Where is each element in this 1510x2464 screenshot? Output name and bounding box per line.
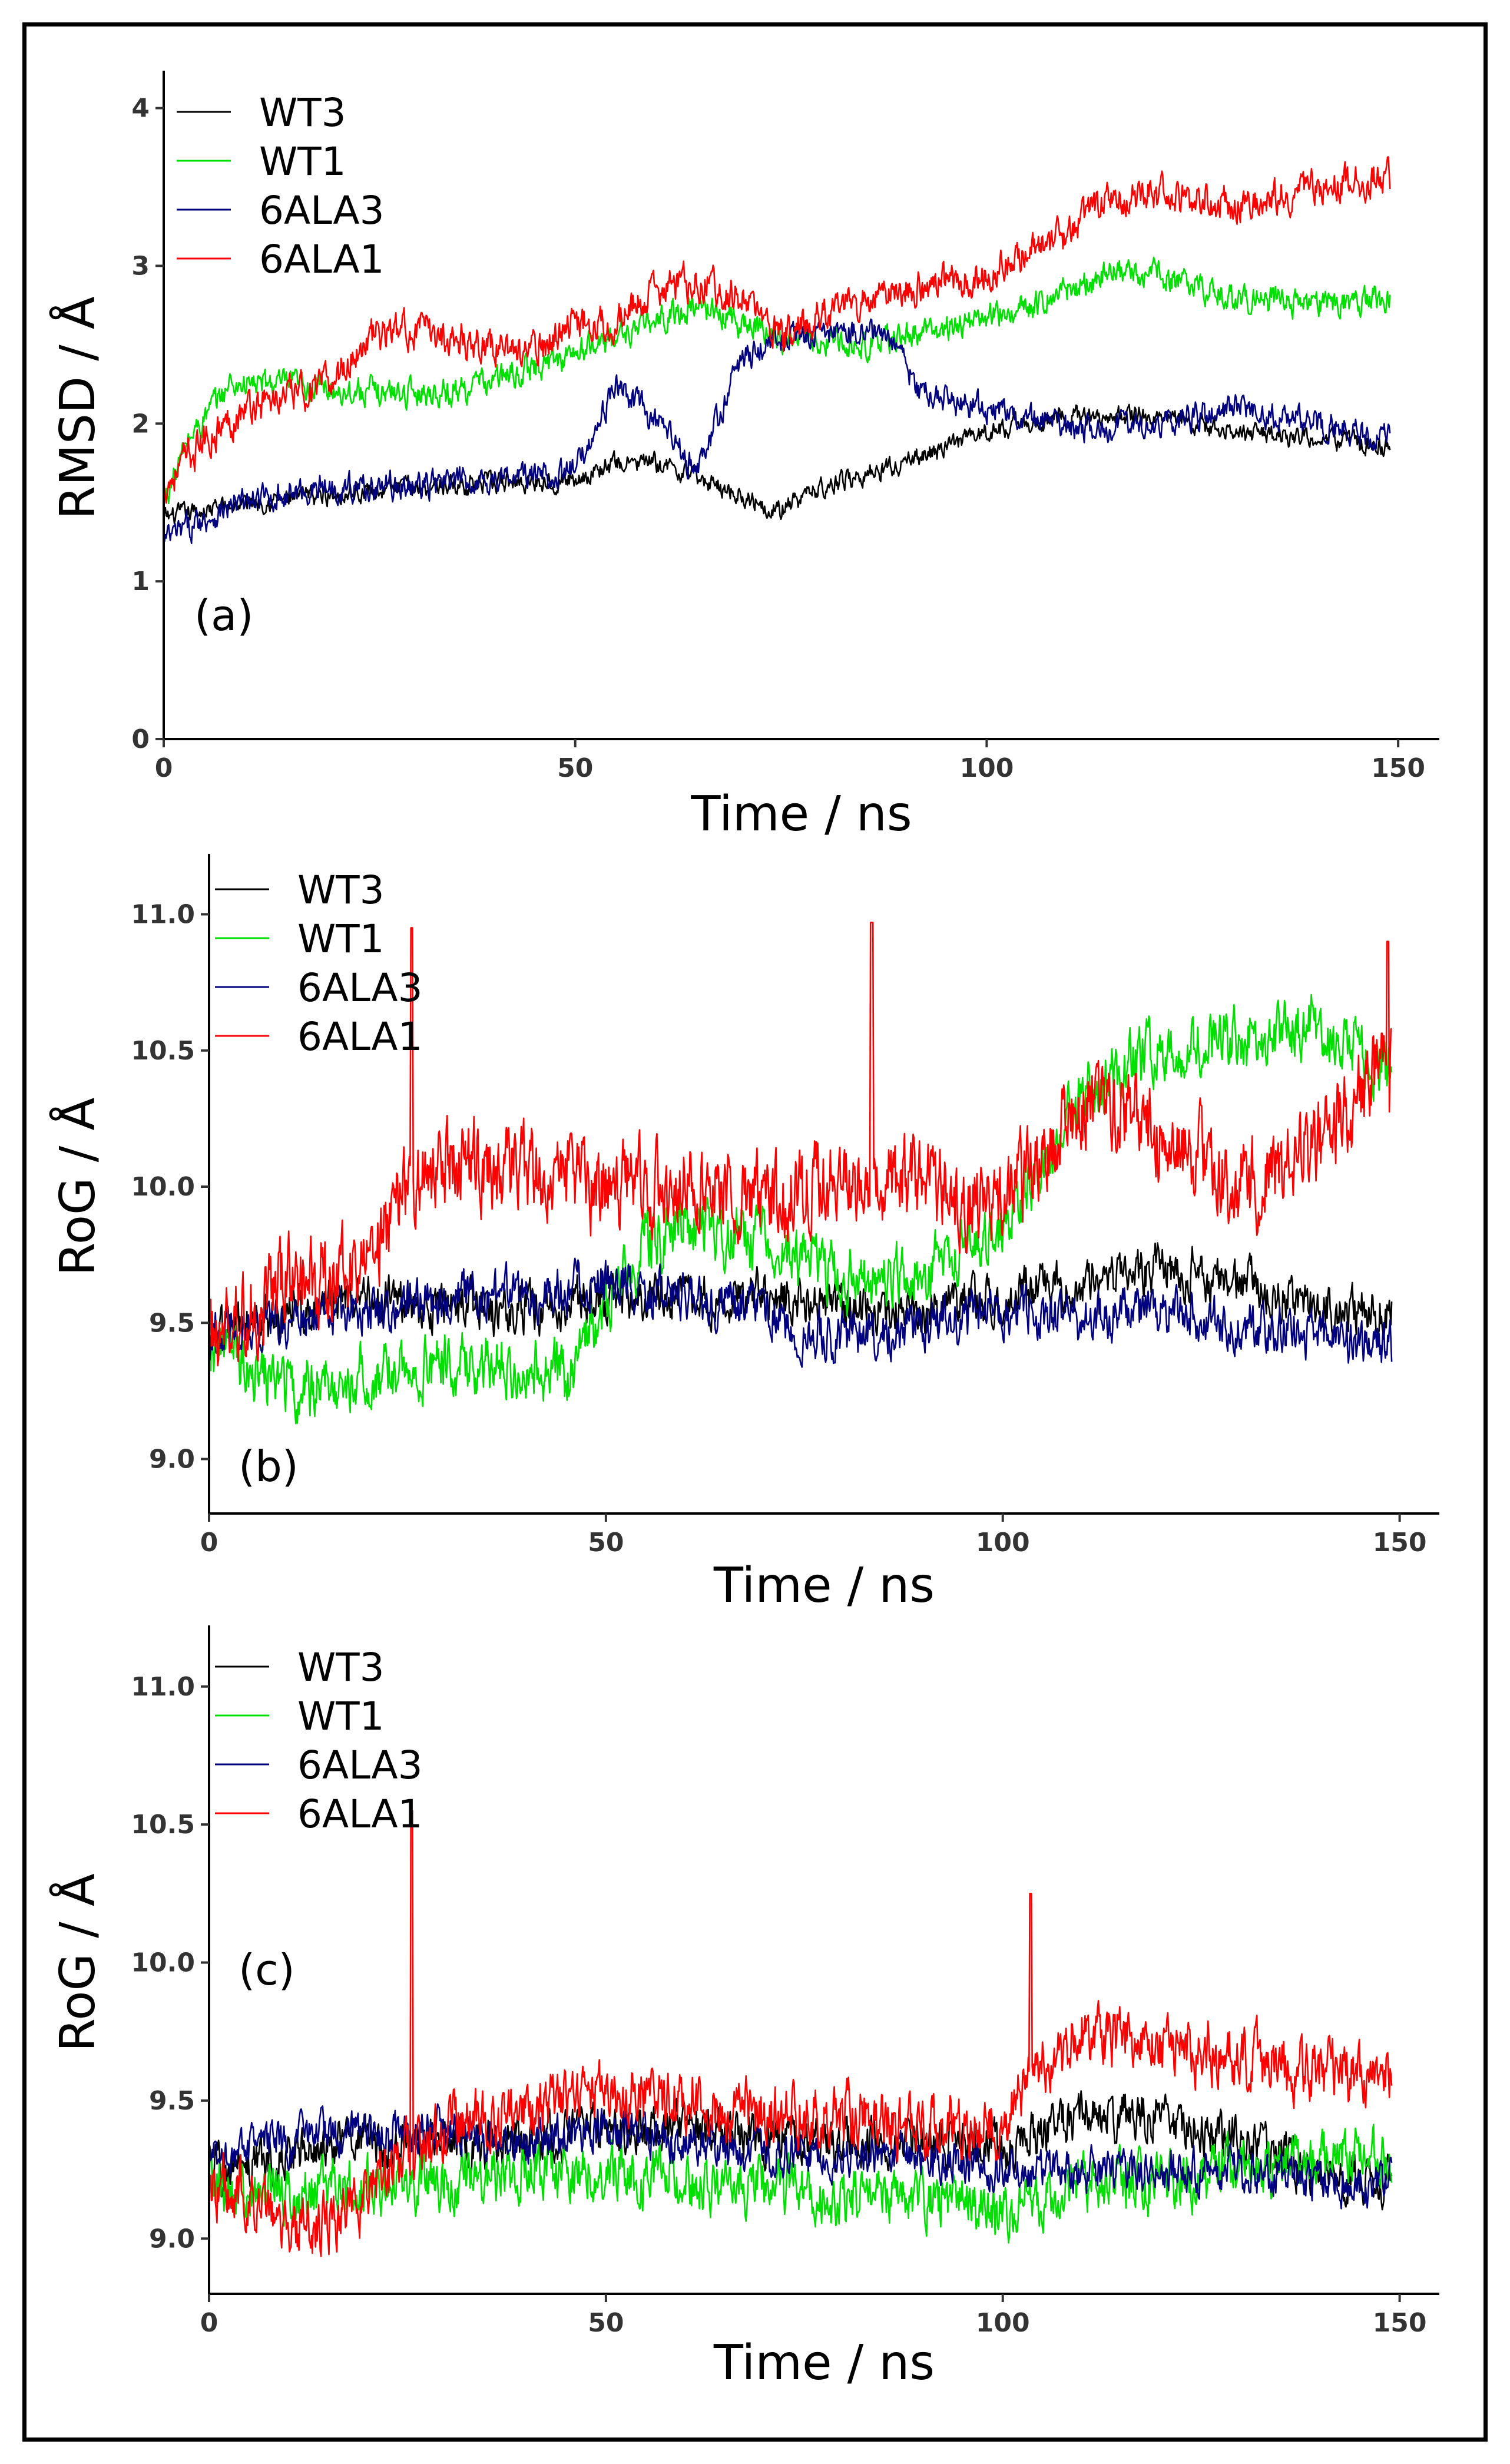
legend-label-wt1: WT1 xyxy=(297,1694,385,1739)
series-line-6ala1 xyxy=(208,922,1392,1367)
legend-label-wt1: WT1 xyxy=(297,916,385,962)
x-tick-label: 100 xyxy=(959,753,1014,783)
x-axis-title: Time / ns xyxy=(690,786,912,842)
series-line-wt1 xyxy=(208,2124,1393,2244)
legend-label-6ala1: 6ALA1 xyxy=(259,237,385,282)
legend-label-6ala3: 6ALA3 xyxy=(297,965,423,1011)
y-axis-title: RoG / Å xyxy=(49,1098,106,1276)
series-line-6ala1 xyxy=(208,1810,1393,2257)
x-tick-label: 150 xyxy=(1373,2308,1427,2338)
panel-3: 0 50 100 150 9.0 9.5 10.0 10.5 11.0 Time / ns RoG … xyxy=(49,1625,1439,2391)
panel-2: 0 50 100 150 9.0 9.5 10.0 10.5 11.0 Time / ns RoG … xyxy=(49,854,1439,1614)
legend-label-6ala3: 6ALA3 xyxy=(259,188,385,233)
x-tick-label: 0 xyxy=(200,1528,218,1558)
legend-label-wt3: WT3 xyxy=(297,867,385,913)
series-line-wt1 xyxy=(208,993,1393,1425)
y-tick-label: 9.5 xyxy=(149,1308,195,1338)
x-tick-label: 150 xyxy=(1373,1528,1427,1558)
legend-label-6ala1: 6ALA1 xyxy=(297,1791,423,1837)
x-tick-label: 50 xyxy=(557,753,593,783)
x-axis-title: Time / ns xyxy=(713,1558,935,1614)
y-tick-label: 2 xyxy=(131,409,150,439)
y-tick-label: 10.0 xyxy=(131,1948,195,1978)
x-tick-label: 150 xyxy=(1371,753,1425,783)
series-line-wt1 xyxy=(163,256,1391,505)
y-tick-label: 11.0 xyxy=(131,900,195,930)
y-tick-label: 4 xyxy=(131,94,150,124)
figure-border xyxy=(22,22,1488,2442)
series-group xyxy=(208,1810,1393,2257)
x-tick-label: 100 xyxy=(976,2308,1030,2338)
series-line-6ala1 xyxy=(163,156,1391,504)
series-line-wt3 xyxy=(163,403,1391,525)
legend-label-wt1: WT1 xyxy=(259,139,346,184)
y-tick-label: 10.5 xyxy=(131,1810,195,1840)
y-axis-title: RMSD / Å xyxy=(49,296,106,519)
y-tick-label: 10.5 xyxy=(131,1036,195,1066)
legend-label-wt3: WT3 xyxy=(259,90,346,135)
legend-label-wt3: WT3 xyxy=(297,1645,385,1690)
y-tick-label: 11.0 xyxy=(131,1672,195,1702)
legend-label-6ala1: 6ALA1 xyxy=(297,1014,423,1059)
y-tick-label: 9.0 xyxy=(149,2224,195,2254)
y-tick-label: 1 xyxy=(131,567,150,597)
y-tick-label: 9.5 xyxy=(149,2086,195,2116)
y-axis-title: RoG / Å xyxy=(49,1873,106,2052)
y-tick-label: 9.0 xyxy=(149,1445,195,1475)
y-tick-label: 0 xyxy=(131,724,150,754)
series-group xyxy=(163,156,1391,545)
legend-label-6ala3: 6ALA3 xyxy=(297,1743,423,1788)
x-tick-label: 50 xyxy=(588,2308,624,2338)
x-axis-title: Time / ns xyxy=(713,2335,935,2391)
series-group xyxy=(208,922,1393,1425)
y-tick-label: 3 xyxy=(131,251,150,281)
x-tick-label: 0 xyxy=(200,2308,218,2338)
x-tick-label: 0 xyxy=(155,753,173,783)
series-line-6ala3 xyxy=(208,1257,1393,1368)
panel-label: (b) xyxy=(239,1442,299,1491)
panel-label: (c) xyxy=(239,1945,295,1995)
y-tick-label: 10.0 xyxy=(131,1172,195,1202)
x-tick-label: 50 xyxy=(588,1528,624,1558)
panel-label: (a) xyxy=(194,591,253,640)
series-line-6ala3 xyxy=(163,318,1391,545)
x-tick-label: 100 xyxy=(976,1528,1030,1558)
